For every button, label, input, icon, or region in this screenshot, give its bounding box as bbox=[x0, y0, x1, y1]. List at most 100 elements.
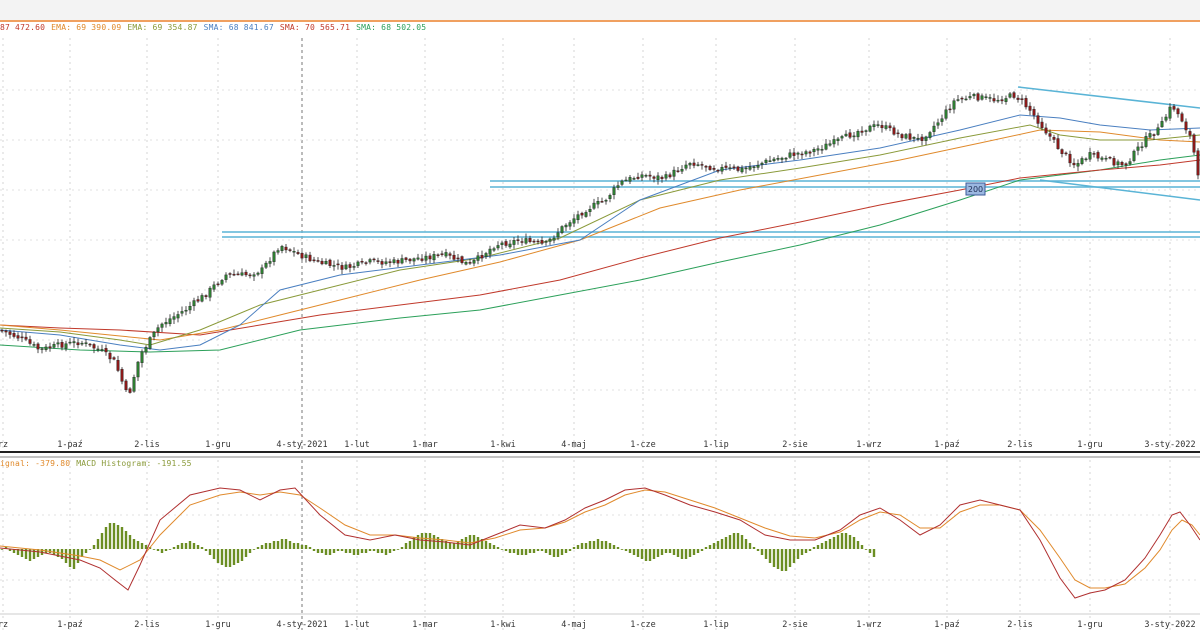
candle bbox=[644, 173, 648, 178]
candle-body bbox=[1128, 161, 1132, 165]
candle bbox=[1116, 159, 1120, 169]
candle bbox=[740, 165, 744, 174]
candle-body bbox=[1192, 134, 1196, 153]
macd-hist-bar bbox=[272, 541, 276, 549]
candle-body bbox=[400, 258, 404, 264]
candle-body bbox=[1152, 134, 1156, 136]
trend-line bbox=[1039, 179, 1200, 201]
candle-body bbox=[424, 255, 428, 261]
candle-body bbox=[888, 125, 892, 129]
candle bbox=[320, 258, 324, 266]
macd-hist-bar bbox=[392, 549, 396, 551]
x-tick-label: 3-sty-2022 bbox=[1144, 440, 1195, 450]
candle-body bbox=[384, 261, 388, 264]
candle bbox=[728, 163, 732, 171]
macd-hist-bar bbox=[608, 543, 612, 549]
macd-hist-bar bbox=[112, 523, 116, 549]
macd-hist-bar bbox=[248, 549, 252, 553]
candle-body bbox=[176, 314, 180, 319]
candle bbox=[244, 269, 248, 277]
candle-body bbox=[24, 336, 28, 340]
candle bbox=[1176, 107, 1180, 118]
macd-histogram bbox=[0, 523, 876, 571]
macd-hist-bar bbox=[332, 549, 336, 553]
candle-body bbox=[144, 347, 148, 353]
candle-body bbox=[356, 261, 360, 266]
candle-body bbox=[892, 127, 896, 135]
candle-body bbox=[792, 152, 796, 156]
candle bbox=[1008, 91, 1012, 99]
candle-body bbox=[984, 96, 988, 98]
candle-body bbox=[44, 346, 48, 350]
candle bbox=[568, 220, 572, 230]
candle-body bbox=[452, 254, 456, 260]
candle bbox=[188, 301, 192, 314]
macd-hist-bar bbox=[252, 549, 256, 550]
x-tick-label: rz bbox=[0, 620, 8, 630]
candle bbox=[952, 98, 956, 114]
macd-hist-bar bbox=[492, 545, 496, 549]
macd-hist-bar bbox=[36, 549, 40, 557]
candle-body bbox=[1068, 153, 1072, 164]
candle-body bbox=[716, 170, 720, 172]
candle bbox=[812, 147, 816, 157]
candle bbox=[636, 172, 640, 180]
candle bbox=[724, 161, 728, 171]
candle bbox=[748, 162, 752, 171]
candle bbox=[672, 166, 676, 181]
candle-body bbox=[40, 348, 44, 350]
macd-hist-bar bbox=[104, 527, 108, 549]
candle bbox=[96, 345, 100, 353]
candle-body bbox=[328, 259, 332, 266]
candle bbox=[836, 136, 840, 146]
candle-body bbox=[928, 132, 932, 138]
macd-hist-bar bbox=[320, 549, 324, 553]
candle bbox=[732, 164, 736, 170]
candle bbox=[800, 151, 804, 159]
candle-body bbox=[496, 245, 500, 249]
candle bbox=[796, 151, 800, 160]
candle-body bbox=[116, 360, 120, 371]
macd-hist-bar bbox=[444, 541, 448, 549]
macd-hist-bar bbox=[644, 549, 648, 561]
macd-hist-bar bbox=[120, 527, 124, 549]
candle-body bbox=[704, 165, 708, 168]
candle-body bbox=[724, 165, 728, 168]
macd-hist-bar bbox=[192, 543, 196, 549]
candle-body bbox=[212, 284, 216, 290]
candle-body bbox=[736, 166, 740, 171]
x-tick-label: 1-lip bbox=[703, 440, 729, 450]
macd-hist-bar bbox=[868, 549, 872, 553]
candle bbox=[856, 129, 860, 141]
candle-body bbox=[300, 253, 304, 259]
candle bbox=[1012, 91, 1016, 100]
candle bbox=[512, 237, 516, 249]
candle-body bbox=[596, 201, 600, 205]
candle-body bbox=[940, 118, 944, 122]
macd-hist-bar bbox=[584, 543, 588, 549]
candle-body bbox=[916, 137, 920, 140]
x-tick-label: 1-lut bbox=[344, 620, 370, 630]
macd-hist-bar bbox=[24, 549, 28, 559]
candle-body bbox=[960, 97, 964, 100]
candle bbox=[1064, 151, 1068, 156]
macd-hist-bar bbox=[292, 543, 296, 549]
candle-body bbox=[676, 170, 680, 172]
candle-body bbox=[1056, 138, 1060, 149]
candle bbox=[652, 175, 656, 183]
candle-body bbox=[428, 255, 432, 260]
candle-body bbox=[1136, 146, 1140, 151]
candle bbox=[692, 158, 696, 169]
macd-hist-bar bbox=[60, 549, 64, 559]
macd-hist-bar bbox=[812, 547, 816, 549]
candle-body bbox=[16, 335, 20, 339]
macd-legend: ignal: -379.80 MACD Histogram: -191.55 bbox=[0, 459, 198, 468]
candle-body bbox=[368, 259, 372, 263]
macd-hist-bar bbox=[844, 533, 848, 549]
candle bbox=[876, 120, 880, 128]
macd-hist-bar bbox=[864, 549, 868, 550]
candle bbox=[760, 161, 764, 169]
candle bbox=[1120, 160, 1124, 168]
candle-body bbox=[68, 341, 72, 344]
